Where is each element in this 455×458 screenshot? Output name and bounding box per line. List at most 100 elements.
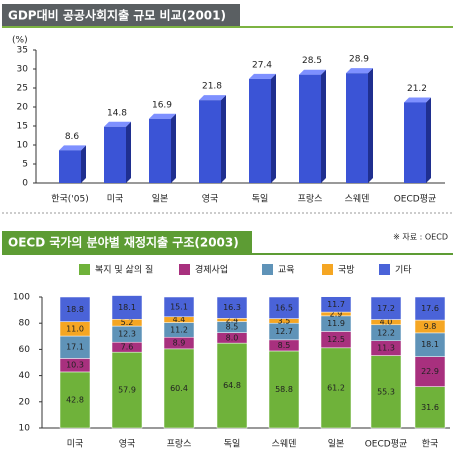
y-tick-label: 20: [19, 397, 31, 407]
value-label: 11.9: [327, 319, 345, 328]
bar-segment: [320, 347, 352, 429]
x-tick-label: 독일: [224, 439, 241, 450]
value-label: 9.8: [424, 322, 437, 331]
x-tick-label: 영국: [202, 194, 219, 205]
bar: [104, 126, 126, 183]
bar-segment: [163, 296, 195, 318]
source-note: ※ 자료 : OECD: [393, 233, 448, 242]
legend-label: 기타: [395, 265, 412, 276]
y-tick-label: 10: [19, 424, 31, 434]
bar: [404, 102, 426, 183]
y-tick-label: 0: [22, 179, 28, 189]
bar-top: [199, 95, 226, 101]
y-tick-label: 10: [17, 141, 29, 151]
value-label: 16.3: [223, 303, 241, 312]
value-label: 12.5: [327, 335, 345, 344]
bar-side: [321, 69, 326, 183]
value-label: 17.6: [421, 304, 439, 313]
x-tick-label: 한국: [422, 439, 439, 450]
value-label: 17.2: [377, 304, 395, 313]
value-label: 55.3: [377, 387, 395, 396]
value-label: 11.2: [170, 325, 188, 334]
legend-label: 국방: [338, 265, 355, 276]
legend-swatch: [79, 264, 90, 275]
y-tick-label: 35: [17, 46, 28, 56]
x-tick-label: 프랑스: [167, 438, 192, 450]
value-label: 4.4: [173, 315, 186, 324]
x-tick-label: OECD평균: [394, 194, 437, 205]
x-tick-label: 미국: [67, 439, 84, 450]
x-tick-label: 영국: [119, 439, 136, 450]
y-tick-label: 30: [17, 65, 29, 75]
bar-side: [126, 121, 131, 183]
x-tick-label: 스웨덴: [272, 438, 297, 450]
bar: [59, 150, 81, 183]
bar-segment: [414, 356, 446, 387]
y-tick-label: 80: [19, 319, 31, 329]
chart-title: GDP대비 공공사회지출 규모 비교(2001): [8, 8, 226, 23]
x-tick-label: 스웨덴: [345, 193, 370, 205]
value-label: 61.2: [327, 383, 345, 392]
legend-label: 경제사업: [195, 264, 228, 276]
value-label: 16.5: [275, 303, 293, 312]
value-label: 11.3: [377, 344, 395, 353]
value-label: 8.0: [226, 333, 239, 342]
bar-segment: [111, 351, 143, 429]
value-label: 12.2: [377, 328, 395, 337]
x-tick-label: 한국('05): [51, 194, 89, 205]
value-label: 7.6: [121, 343, 134, 352]
y-tick-label: 25: [17, 84, 28, 94]
bar-top: [149, 113, 176, 119]
bar: [346, 73, 368, 183]
bar: [299, 74, 321, 183]
bar-segment: [320, 296, 352, 313]
bar-side: [221, 95, 226, 183]
x-tick-label: 일본: [152, 194, 169, 205]
value-label: 11.0: [66, 324, 84, 333]
value-label: 22.9: [421, 367, 439, 376]
value-label: 18.1: [118, 303, 136, 312]
value-label: 16.9: [152, 100, 172, 110]
bar-segment: [59, 296, 91, 322]
legend-swatch: [379, 264, 390, 275]
bar-side: [271, 73, 276, 183]
value-label: 12.3: [118, 330, 136, 339]
bar: [199, 100, 221, 183]
value-label: 58.8: [275, 385, 293, 394]
bar-side: [426, 97, 431, 183]
y-tick-label: 15: [17, 122, 28, 132]
bar-segment: [268, 296, 300, 319]
y-tick-label: 20: [17, 103, 29, 113]
value-label: 18.1: [421, 340, 439, 349]
title-box: [2, 231, 252, 253]
bar-side: [171, 113, 176, 183]
value-label: 4.0: [380, 318, 393, 327]
legend-swatch: [262, 264, 273, 275]
value-label: 5.2: [121, 318, 134, 327]
bar-segment: [370, 296, 402, 320]
value-label: 3.5: [278, 316, 291, 325]
value-label: 27.4: [252, 60, 272, 70]
legend-swatch: [322, 264, 333, 275]
y-tick-label: 60: [19, 345, 31, 355]
value-label: 2.4: [226, 315, 239, 324]
y-tick-label: 40: [19, 371, 31, 381]
value-label: 8.9: [173, 339, 186, 348]
value-label: 21.2: [407, 84, 427, 94]
bar-top: [104, 121, 131, 127]
value-label: 15.1: [170, 302, 188, 311]
bar-segment: [268, 350, 300, 429]
value-label: 60.4: [170, 384, 188, 393]
value-label: 8.5: [226, 323, 239, 332]
bar-top: [404, 97, 431, 103]
bar-segment: [216, 296, 248, 319]
value-label: 31.6: [421, 403, 439, 412]
value-label: 18.8: [66, 305, 84, 314]
x-tick-label: 일본: [328, 439, 345, 450]
bar-segment: [414, 296, 446, 321]
bar: [249, 78, 271, 183]
value-label: 17.1: [66, 343, 84, 352]
x-tick-label: 미국: [107, 194, 124, 205]
bar: [149, 118, 171, 183]
value-label: 2.9: [330, 309, 343, 318]
